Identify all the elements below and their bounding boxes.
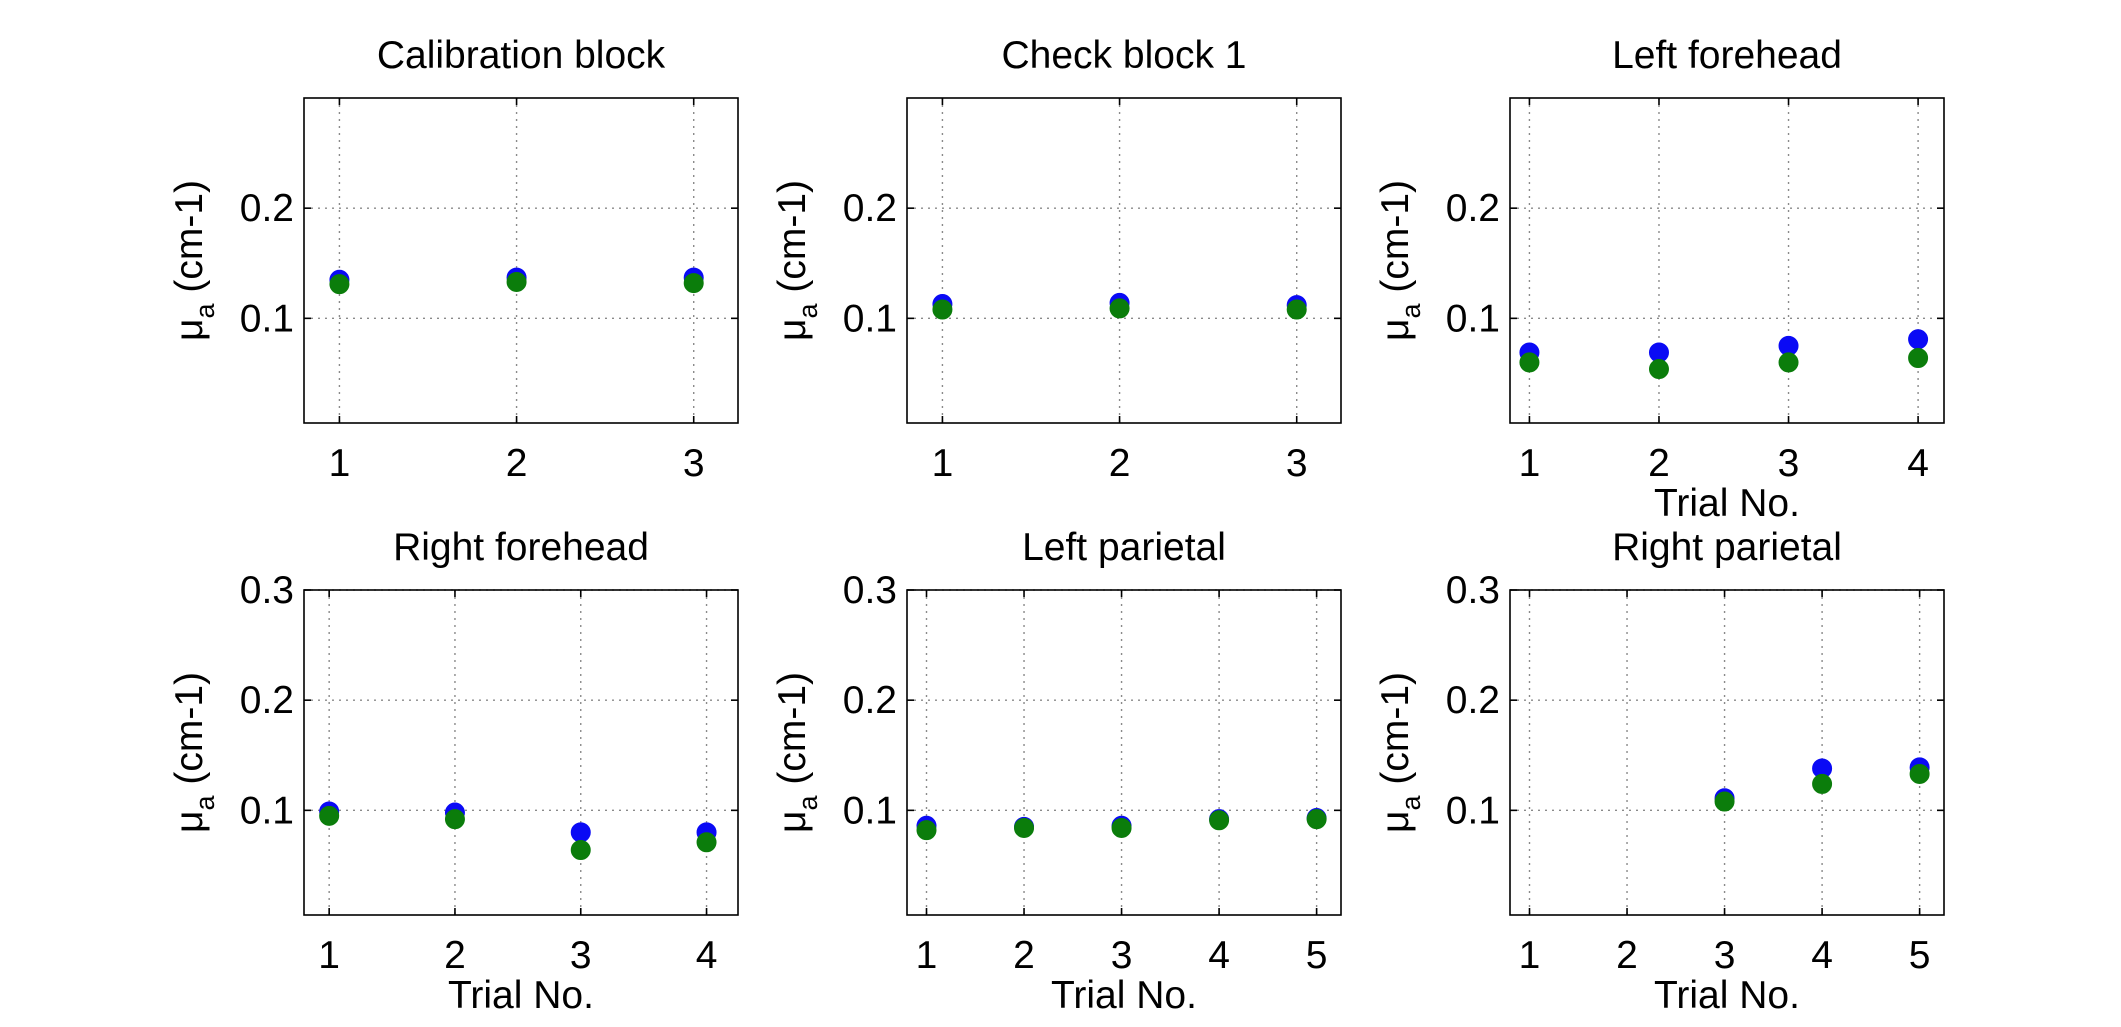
y-tick-label: 0.2 — [843, 187, 897, 230]
x-tick-label: 4 — [696, 934, 718, 977]
data-point-series-1 — [570, 822, 591, 843]
y-tick-label: 0.2 — [1446, 679, 1500, 722]
subplot-1: 1 2 3 0.1 0.2 Calibration block μa (cm-1) — [168, 34, 739, 485]
x-tick-label: 3 — [1111, 934, 1133, 977]
x-tick-label: 3 — [1714, 934, 1736, 977]
axes-frame — [1509, 589, 1945, 916]
x-tick-label: 3 — [1286, 442, 1308, 485]
x-tick-label: 4 — [1811, 934, 1833, 977]
x-tick-label: 1 — [1519, 442, 1541, 485]
subplot-2: 1 2 3 0.1 0.2 Check block 1 μa (cm-1) — [771, 34, 1342, 485]
x-axis-label: Trial No. — [1654, 482, 1800, 525]
y-tick-label: 0.1 — [240, 297, 294, 340]
x-tick-label: 2 — [1109, 442, 1131, 485]
x-tick-label: 4 — [1208, 934, 1230, 977]
data-point-series-2 — [932, 299, 953, 320]
y-axis-label: μa (cm-1) — [1374, 672, 1426, 833]
data-point-series-1 — [1908, 329, 1929, 350]
y-axis-label: μa (cm-1) — [771, 180, 823, 341]
data-point-series-2 — [1111, 817, 1132, 838]
data-point-series-2 — [1286, 299, 1307, 320]
data-point-series-2 — [1648, 359, 1669, 380]
x-tick-label: 2 — [1013, 934, 1035, 977]
data-point-series-2 — [1519, 352, 1540, 373]
data-point-series-2 — [1014, 817, 1035, 838]
x-tick-label: 2 — [1616, 934, 1638, 977]
subplot-4: 1 2 3 4 0.1 0.2 0.3 Right forehead Trial No. μa (… — [168, 526, 739, 1017]
data-point-series-2 — [506, 271, 527, 292]
subplot-title: Calibration block — [377, 34, 666, 77]
x-tick-label: 3 — [683, 442, 705, 485]
data-point-series-2 — [570, 840, 591, 860]
subplot-6: 1 2 3 4 5 0.1 0.2 0.3 Right parietal Trial No. μa … — [1374, 526, 1945, 1017]
data-point-series-2 — [916, 820, 937, 841]
x-tick-label: 4 — [1907, 442, 1929, 485]
data-point-series-2 — [1908, 348, 1929, 368]
data-point-series-2 — [329, 274, 350, 295]
data-point-series-2 — [1109, 298, 1130, 319]
x-tick-label: 1 — [1519, 934, 1541, 977]
y-tick-label: 0.2 — [843, 679, 897, 722]
x-tick-label: 2 — [506, 442, 528, 485]
x-tick-label: 1 — [916, 934, 938, 977]
y-tick-label: 0.1 — [1446, 297, 1500, 340]
x-tick-label: 1 — [329, 442, 351, 485]
data-point-series-2 — [1306, 809, 1327, 830]
x-axis-label: Trial No. — [448, 974, 594, 1017]
subplot-title: Check block 1 — [1002, 34, 1247, 77]
x-tick-label: 2 — [1648, 442, 1670, 485]
y-tick-label: 0.2 — [1446, 187, 1500, 230]
data-point-series-2 — [1209, 810, 1230, 831]
y-tick-label: 0.3 — [240, 569, 294, 612]
x-axis-label: Trial No. — [1654, 974, 1800, 1017]
subplot-3: 1 2 3 4 0.1 0.2 Left forehead Trial No. μa (cm-1… — [1374, 34, 1945, 525]
subplot-title: Left forehead — [1612, 34, 1842, 77]
data-point-series-2 — [1909, 763, 1930, 784]
x-axis-label: Trial No. — [1051, 974, 1197, 1017]
x-tick-label: 1 — [318, 934, 340, 977]
data-point-series-2 — [1778, 352, 1799, 373]
data-point-series-2 — [1714, 791, 1735, 812]
x-tick-label: 1 — [932, 442, 954, 485]
subplot-title: Right forehead — [393, 526, 649, 569]
y-tick-label: 0.1 — [240, 789, 294, 832]
y-tick-label: 0.1 — [843, 297, 897, 340]
y-tick-label: 0.1 — [1446, 789, 1500, 832]
x-tick-label: 5 — [1306, 934, 1328, 977]
y-tick-label: 0.2 — [240, 187, 294, 230]
data-point-series-2 — [444, 809, 465, 830]
y-axis-label: μa (cm-1) — [771, 672, 823, 833]
axes-frame — [1509, 97, 1945, 424]
y-axis-label: μa (cm-1) — [168, 180, 220, 341]
data-point-series-2 — [683, 273, 704, 294]
y-tick-label: 0.1 — [843, 789, 897, 832]
y-axis-label: μa (cm-1) — [168, 672, 220, 833]
x-tick-label: 2 — [444, 934, 466, 977]
y-axis-label: μa (cm-1) — [1374, 180, 1426, 341]
y-tick-label: 0.3 — [843, 569, 897, 612]
x-tick-label: 3 — [1778, 442, 1800, 485]
x-tick-label: 5 — [1909, 934, 1931, 977]
data-point-series-2 — [696, 832, 717, 853]
axes-frame — [303, 97, 739, 424]
axes-frame — [906, 589, 1342, 916]
data-point-series-2 — [1812, 773, 1833, 794]
subplot-title: Left parietal — [1022, 526, 1226, 569]
subplot-title: Right parietal — [1612, 526, 1842, 569]
axes-frame — [303, 589, 739, 916]
y-tick-label: 0.3 — [1446, 569, 1500, 612]
subplot-5: 1 2 3 4 5 0.1 0.2 0.3 Left parietal Trial No. μa (… — [771, 526, 1342, 1017]
data-point-series-2 — [319, 805, 340, 826]
axes-frame — [906, 97, 1342, 424]
x-tick-label: 3 — [570, 934, 592, 977]
y-tick-label: 0.2 — [240, 679, 294, 722]
